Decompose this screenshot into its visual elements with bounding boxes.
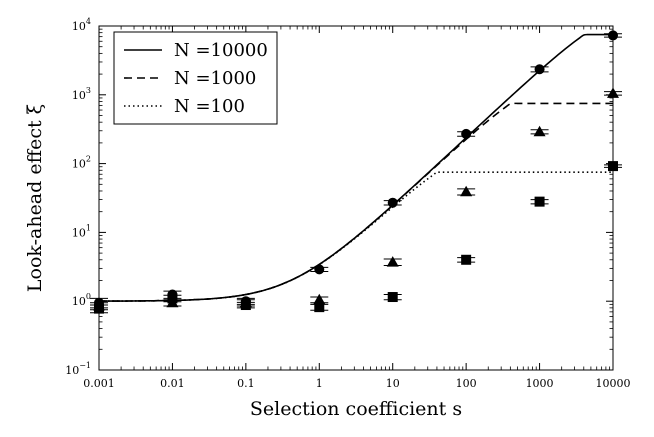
y-tick-exponent: 3 [86,86,91,95]
data-point-circle [534,64,545,75]
y-tick-exponent: 4 [86,17,91,26]
legend: N =10000 N =1000 N =100 [113,31,278,125]
x-tick-label: 0.001 [83,377,115,390]
legend-label-1000: N =1000 [174,68,256,89]
series-100 [90,161,622,314]
data-point-square [94,303,104,314]
data-point-square [167,293,178,304]
data-point-triangle [460,185,473,197]
legend-label-100: N =100 [174,96,245,117]
data-point-triangle [386,256,399,267]
x-axis-title: Selection coefficient s [250,398,462,420]
plot-frame [98,25,614,371]
y-tick-base: 10 [72,158,86,171]
x-tick-label: 0.01 [160,377,185,390]
x-tick-label: 100 [456,377,477,390]
y-tick-label: 104 [72,17,91,33]
y-tick-exponent: −1 [79,361,91,370]
data-point-square [387,292,398,303]
y-tick-exponent: 0 [86,292,91,301]
y-axis-title: Look-ahead effect ξ [24,104,46,292]
data-point-square [608,161,618,172]
y-tick-base: 10 [65,364,79,377]
data-point-square [240,300,251,311]
data-point-square [314,302,325,313]
y-tick-label: 102 [72,155,91,171]
series-line-100 [99,171,613,302]
y-tick-label: 100 [72,292,91,308]
x-tick-label: 1000 [526,377,554,390]
data-point-circle [608,30,618,41]
y-tick-base: 10 [72,295,86,308]
x-tick-label: 10000 [596,377,631,390]
series-layer [90,30,622,314]
data-point-square [461,254,472,265]
data-point-triangle [607,87,619,98]
x-tick-label: 0.1 [237,377,255,390]
x-tick-label: 1 [316,377,323,390]
y-tick-label: 103 [72,86,91,102]
data-point-circle [387,197,398,208]
data-point-triangle [313,293,326,305]
y-tick-exponent: 2 [86,155,91,164]
y-tick-base: 10 [72,226,86,239]
y-tick-base: 10 [72,89,86,102]
x-tick-label: 10 [386,377,400,390]
y-tick-label: 10−1 [65,361,91,377]
y-tick-label: 101 [72,223,91,239]
axes-frame [98,25,614,371]
legend-label-10000: N =10000 [174,40,268,61]
y-tick-exponent: 1 [86,223,91,232]
data-point-circle [461,128,472,139]
data-point-square [534,196,545,207]
data-point-triangle [533,125,546,137]
y-tick-base: 10 [72,20,86,33]
